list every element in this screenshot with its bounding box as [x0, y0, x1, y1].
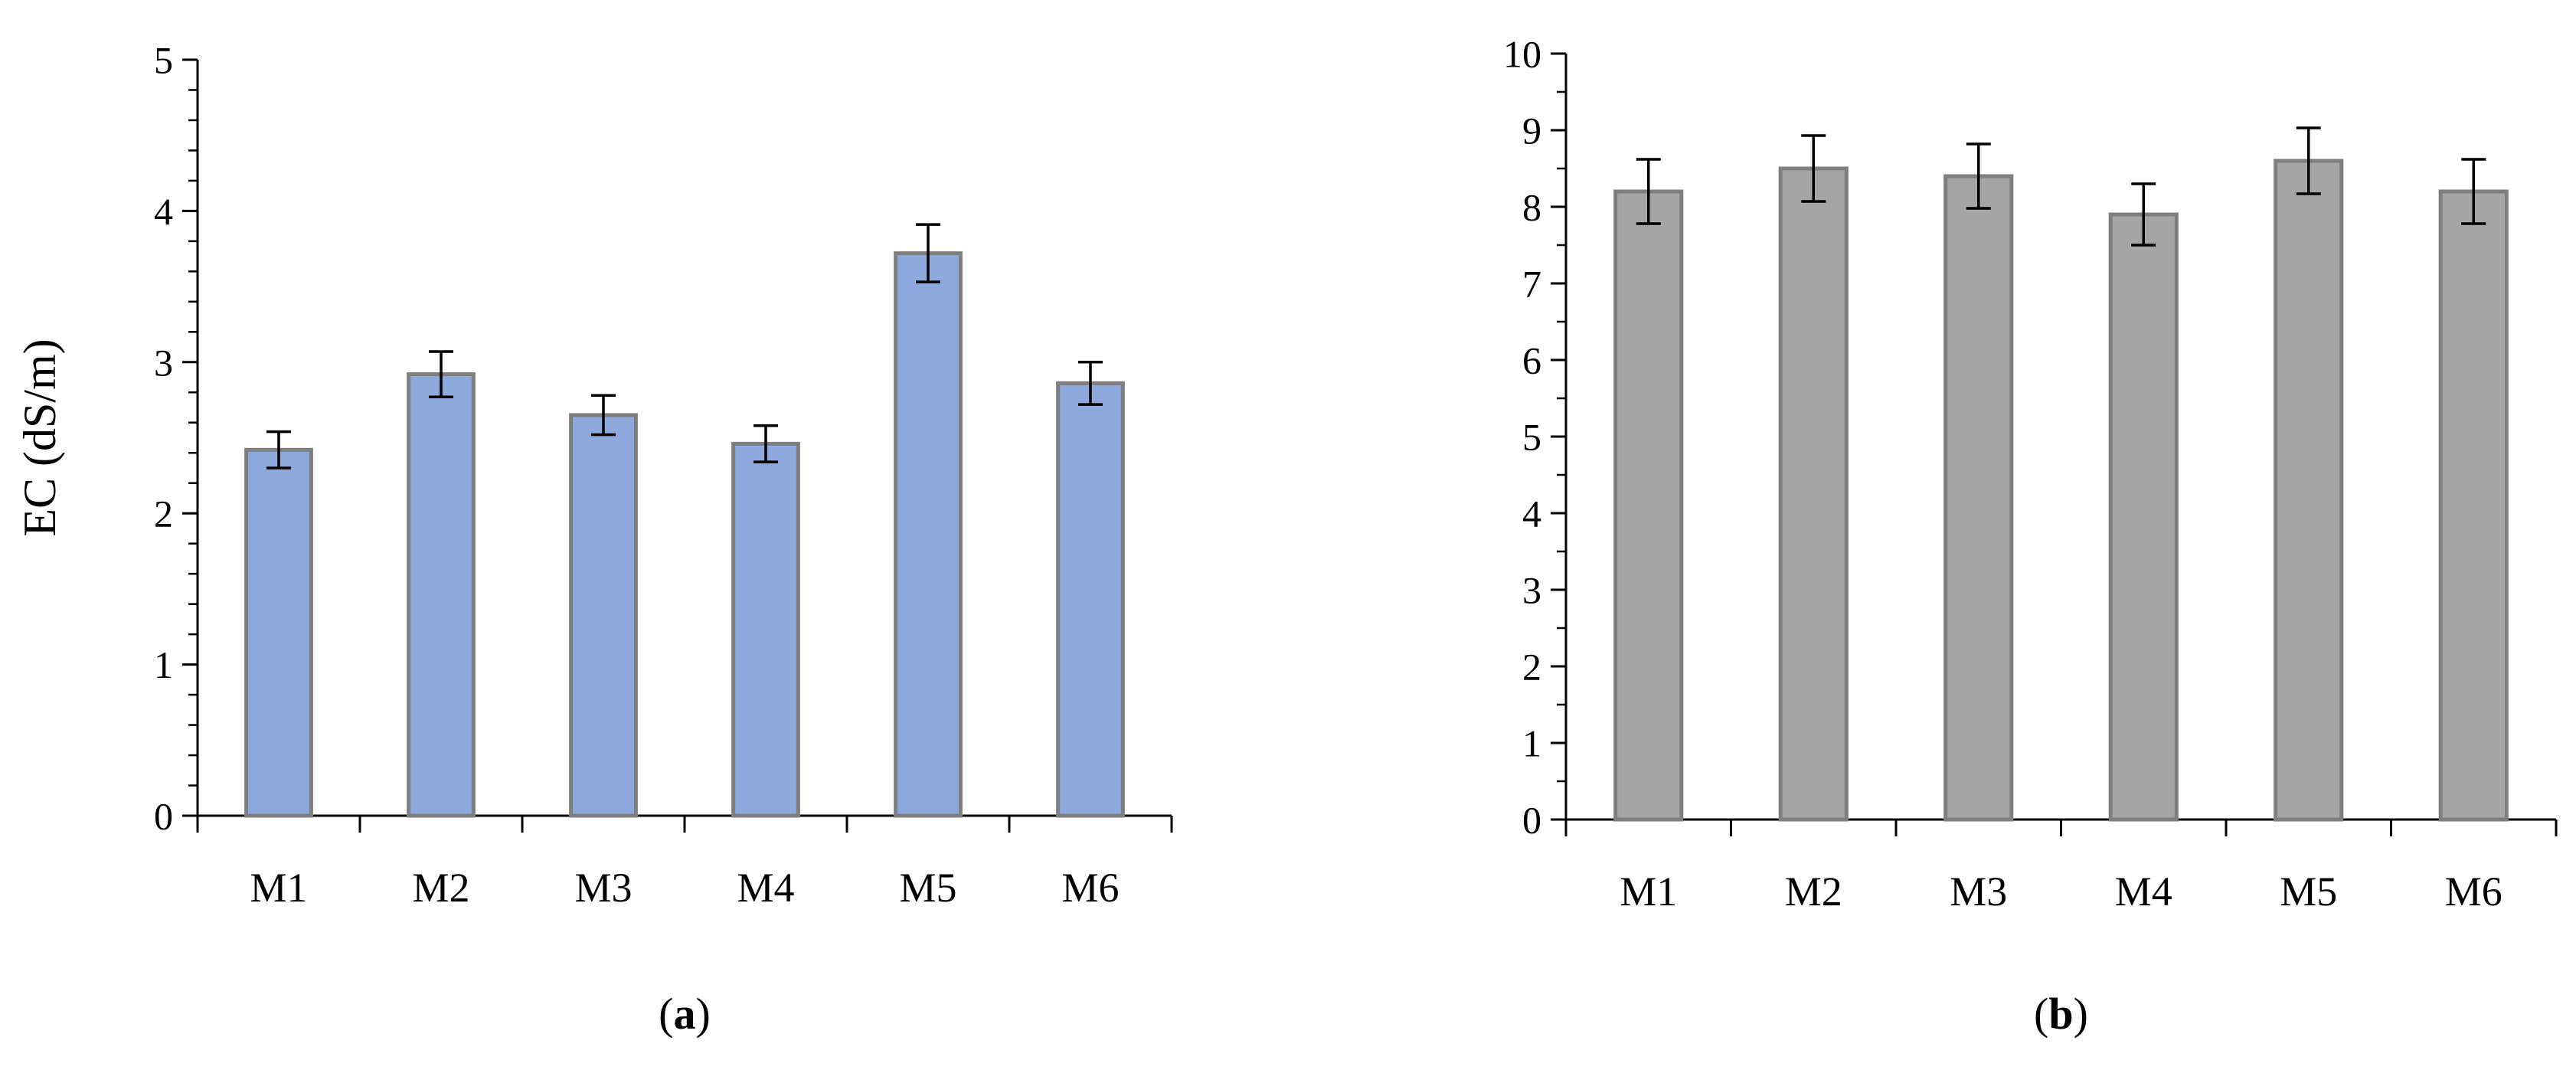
y-tick-label: 2 [1522, 646, 1541, 689]
y-tick-label: 3 [154, 341, 173, 384]
x-category-label: M5 [2280, 869, 2337, 915]
bar-m5 [2274, 159, 2344, 822]
panel-a-chart: 0 1 2 3 4 5 M1 M2 M3 M4 M5 M6 EC (dS/m) (a) [15, 39, 1173, 1039]
bar-m2 [407, 372, 476, 818]
y-tick-label: 5 [154, 39, 173, 82]
y-tick-label: 1 [1522, 722, 1541, 765]
panel-label: a [674, 989, 696, 1039]
y-tick-label: 8 [1522, 186, 1541, 229]
bar-m6 [1056, 381, 1125, 818]
error-bar-m2 [429, 350, 453, 398]
x-category-label: M3 [574, 865, 632, 911]
error-bar-m3 [591, 394, 616, 437]
x-category-label: M4 [737, 865, 794, 911]
bar-m2 [1778, 166, 1849, 822]
bar-m5 [894, 251, 963, 818]
y-tick-label: 1 [154, 643, 173, 686]
panel-caption: (a) [659, 989, 711, 1039]
error-bar-m6 [1078, 361, 1103, 406]
bar-m6 [2438, 189, 2509, 822]
bar-m4 [2108, 212, 2179, 822]
error-bar-m1 [1636, 158, 1661, 225]
bar-m3 [569, 413, 638, 818]
error-bar-m5 [916, 223, 940, 283]
y-tick-label: 2 [154, 492, 173, 535]
bar-m1 [1613, 189, 1684, 822]
x-category-label: M6 [1061, 865, 1119, 911]
error-bar-m6 [2461, 158, 2486, 225]
y-tick-label: 10 [1503, 33, 1541, 76]
bar-m4 [731, 441, 800, 818]
y-tick-label: 4 [1522, 492, 1541, 535]
y-tick-label: 9 [1522, 110, 1541, 152]
x-category-label: M1 [250, 865, 307, 911]
x-category-label: M2 [1785, 869, 1842, 915]
y-tick-label: 4 [154, 190, 173, 233]
x-category-label: M5 [899, 865, 956, 911]
bar-m3 [1943, 174, 2014, 822]
error-bar-m2 [1801, 134, 1826, 203]
y-tick-label: 5 [1522, 416, 1541, 459]
y-tick-label: 6 [1522, 339, 1541, 382]
y-tick-label: 0 [154, 795, 173, 838]
panel-caption: (b) [2034, 989, 2088, 1039]
y-tick-label: 7 [1522, 263, 1541, 306]
x-category-label: M4 [2115, 869, 2172, 915]
y-tick-label: 3 [1522, 569, 1541, 612]
x-category-label: M1 [1620, 869, 1677, 915]
y-tick-label: 0 [1522, 799, 1541, 842]
x-category-label: M6 [2445, 869, 2502, 915]
y-axis-title: EC (dS/m) [15, 339, 65, 536]
error-bar-m1 [266, 430, 291, 470]
error-bar-m4 [2131, 182, 2156, 247]
x-category-label: M3 [1950, 869, 2007, 915]
panel-b-chart: 0 1 2 3 4 5 6 7 8 9 10 M1 M2 M3 M4 M5 M6 (b) [1503, 33, 2558, 1039]
x-category-label: M2 [412, 865, 469, 911]
error-bar-m5 [2296, 126, 2321, 195]
bar-m1 [244, 447, 313, 818]
panel-label: b [2048, 989, 2073, 1039]
error-bar-m3 [1966, 142, 1991, 210]
error-bar-m4 [754, 424, 778, 463]
